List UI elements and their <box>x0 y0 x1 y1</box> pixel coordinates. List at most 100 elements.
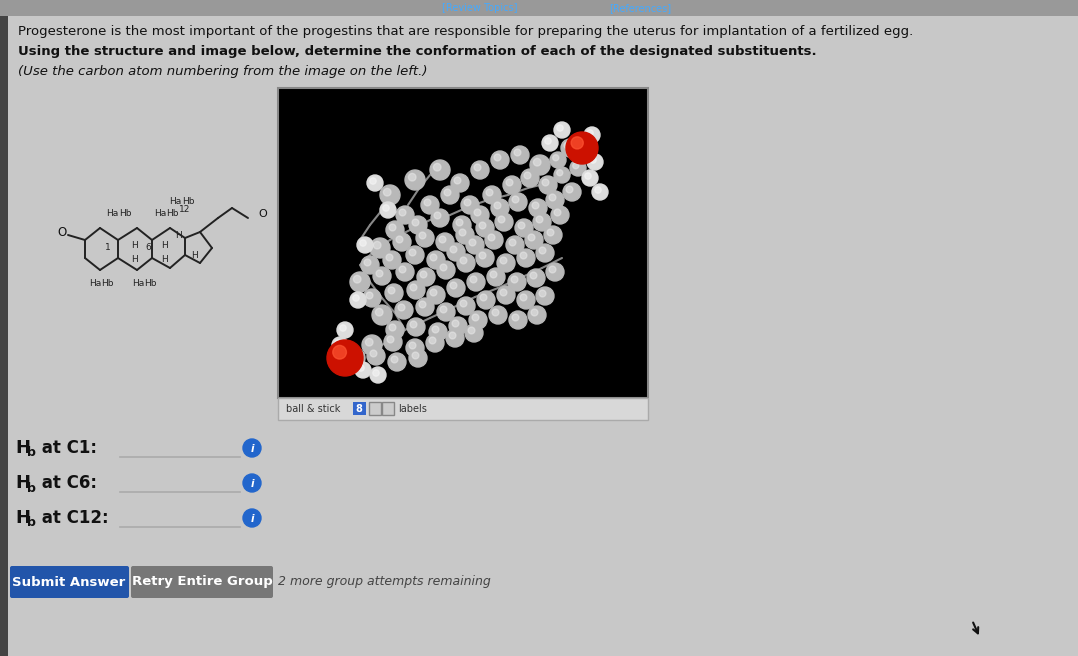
Circle shape <box>542 135 558 151</box>
Circle shape <box>340 325 346 331</box>
Circle shape <box>372 305 392 325</box>
Text: Ha: Ha <box>106 209 119 218</box>
Text: (Use the carbon atom numbering from the image on the left.): (Use the carbon atom numbering from the … <box>18 66 428 79</box>
Circle shape <box>487 268 505 286</box>
Circle shape <box>406 339 424 357</box>
Circle shape <box>440 306 447 313</box>
Text: Ha: Ha <box>169 197 181 207</box>
Circle shape <box>387 336 393 343</box>
Circle shape <box>452 320 459 327</box>
Circle shape <box>409 349 427 367</box>
Bar <box>382 402 393 415</box>
Circle shape <box>584 173 591 179</box>
Circle shape <box>490 271 497 278</box>
Circle shape <box>582 170 598 186</box>
Circle shape <box>515 219 533 237</box>
Circle shape <box>490 151 509 169</box>
Circle shape <box>421 196 439 214</box>
Text: O: O <box>57 226 67 239</box>
Bar <box>369 402 381 415</box>
Circle shape <box>519 222 525 229</box>
Text: Hb: Hb <box>182 197 194 207</box>
Circle shape <box>511 146 529 164</box>
Circle shape <box>399 209 406 216</box>
Circle shape <box>386 221 404 239</box>
Circle shape <box>420 271 427 278</box>
Circle shape <box>495 213 513 231</box>
Circle shape <box>447 243 465 261</box>
Circle shape <box>474 209 481 216</box>
Text: Submit Answer: Submit Answer <box>12 575 126 588</box>
Bar <box>278 398 648 420</box>
Circle shape <box>389 224 396 231</box>
Circle shape <box>500 257 507 264</box>
Circle shape <box>503 176 521 194</box>
Text: [References]: [References] <box>609 3 672 13</box>
Circle shape <box>492 309 499 316</box>
Circle shape <box>469 311 487 329</box>
Text: 6: 6 <box>146 243 151 253</box>
Circle shape <box>409 216 427 234</box>
Circle shape <box>550 152 566 168</box>
Circle shape <box>409 249 416 256</box>
Text: 12: 12 <box>179 205 191 215</box>
Circle shape <box>376 270 383 277</box>
Circle shape <box>431 209 450 227</box>
Circle shape <box>529 199 547 217</box>
Text: ball & stick: ball & stick <box>286 404 341 414</box>
Circle shape <box>465 324 483 342</box>
Circle shape <box>447 279 465 297</box>
Circle shape <box>551 206 569 224</box>
Circle shape <box>549 194 556 201</box>
Circle shape <box>370 367 386 383</box>
Circle shape <box>416 298 434 316</box>
Circle shape <box>483 186 501 204</box>
Text: Progesterone is the most important of the progestins that are responsible for pr: Progesterone is the most important of th… <box>18 26 913 39</box>
Circle shape <box>586 130 593 136</box>
Circle shape <box>453 216 471 234</box>
Circle shape <box>410 284 417 291</box>
Circle shape <box>388 287 395 294</box>
Circle shape <box>549 266 556 273</box>
Circle shape <box>468 327 475 334</box>
Circle shape <box>396 206 414 224</box>
Circle shape <box>370 238 390 258</box>
Text: H: H <box>192 251 198 260</box>
Circle shape <box>384 333 402 351</box>
Circle shape <box>508 273 526 291</box>
Circle shape <box>480 294 487 301</box>
Circle shape <box>345 348 365 368</box>
Circle shape <box>530 272 537 279</box>
Circle shape <box>427 286 445 304</box>
Circle shape <box>572 163 579 169</box>
Circle shape <box>544 226 562 244</box>
Circle shape <box>436 233 454 251</box>
Circle shape <box>243 439 261 457</box>
Circle shape <box>407 318 425 336</box>
Text: Ha: Ha <box>132 279 144 287</box>
Circle shape <box>534 158 541 166</box>
Circle shape <box>489 306 507 324</box>
Text: b: b <box>27 482 36 495</box>
Text: Ha: Ha <box>154 209 166 218</box>
Circle shape <box>416 229 434 247</box>
Circle shape <box>547 229 554 236</box>
Circle shape <box>454 177 461 184</box>
Circle shape <box>358 365 364 371</box>
Circle shape <box>584 127 600 143</box>
Circle shape <box>561 139 579 157</box>
Circle shape <box>386 321 404 339</box>
Circle shape <box>406 246 424 264</box>
Circle shape <box>553 155 558 161</box>
Circle shape <box>588 154 603 170</box>
Circle shape <box>354 276 361 283</box>
Circle shape <box>488 234 495 241</box>
Text: O: O <box>258 209 266 219</box>
Circle shape <box>409 342 416 349</box>
Circle shape <box>512 314 519 321</box>
Circle shape <box>362 335 382 355</box>
Circle shape <box>490 199 509 217</box>
Circle shape <box>554 167 570 183</box>
Circle shape <box>434 212 441 219</box>
Circle shape <box>450 317 467 335</box>
